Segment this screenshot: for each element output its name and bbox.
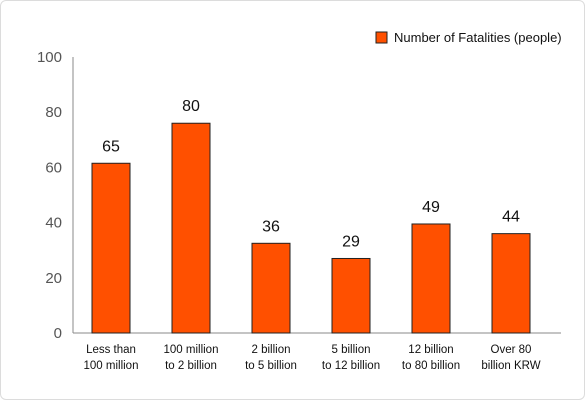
y-tick-label: 40 bbox=[45, 215, 62, 232]
x-tick-label: to 5 billion bbox=[245, 360, 297, 372]
y-tick-label: 80 bbox=[45, 104, 62, 121]
data-labels: 65 80 36 29 49 44 bbox=[102, 98, 520, 250]
data-label: 44 bbox=[502, 209, 520, 226]
y-axis-ticks: 0 20 40 60 80 100 bbox=[37, 49, 62, 342]
y-tick-label: 100 bbox=[37, 49, 62, 66]
data-label: 29 bbox=[342, 233, 360, 250]
bar bbox=[331, 257, 371, 334]
legend-label: Number of Fatalities (people) bbox=[394, 30, 562, 45]
y-tick-label: 20 bbox=[45, 270, 62, 287]
y-tick-label: 60 bbox=[45, 159, 62, 176]
bar bbox=[411, 223, 451, 334]
legend: Number of Fatalities (people) bbox=[375, 30, 562, 45]
x-tick-label: billion KRW bbox=[481, 360, 540, 372]
x-axis-labels: Less than 100 million 100 million to 2 bill… bbox=[84, 344, 541, 372]
bar bbox=[91, 162, 131, 334]
x-tick-label: 2 billion bbox=[252, 344, 291, 356]
data-label: 65 bbox=[102, 138, 120, 155]
data-label: 80 bbox=[182, 98, 200, 115]
bar bbox=[251, 242, 291, 334]
x-tick-label: 12 billion bbox=[408, 344, 453, 356]
x-tick-label: 100 million bbox=[84, 360, 139, 372]
x-tick-label: 100 million bbox=[164, 344, 219, 356]
bar bbox=[491, 233, 531, 334]
y-tick-label: 0 bbox=[54, 325, 62, 342]
x-tick-label: Over 80 bbox=[491, 344, 532, 356]
data-label: 36 bbox=[262, 218, 280, 235]
x-tick-label: to 2 billion bbox=[165, 360, 217, 372]
data-label: 49 bbox=[422, 199, 440, 216]
x-tick-label: to 12 billion bbox=[322, 360, 380, 372]
x-tick-label: to 80 billion bbox=[402, 360, 460, 372]
x-tick-label: Less than bbox=[86, 344, 136, 356]
x-tick-label: 5 billion bbox=[332, 344, 371, 356]
legend-swatch bbox=[375, 31, 388, 44]
bar-series bbox=[91, 122, 531, 334]
bar bbox=[171, 122, 211, 334]
